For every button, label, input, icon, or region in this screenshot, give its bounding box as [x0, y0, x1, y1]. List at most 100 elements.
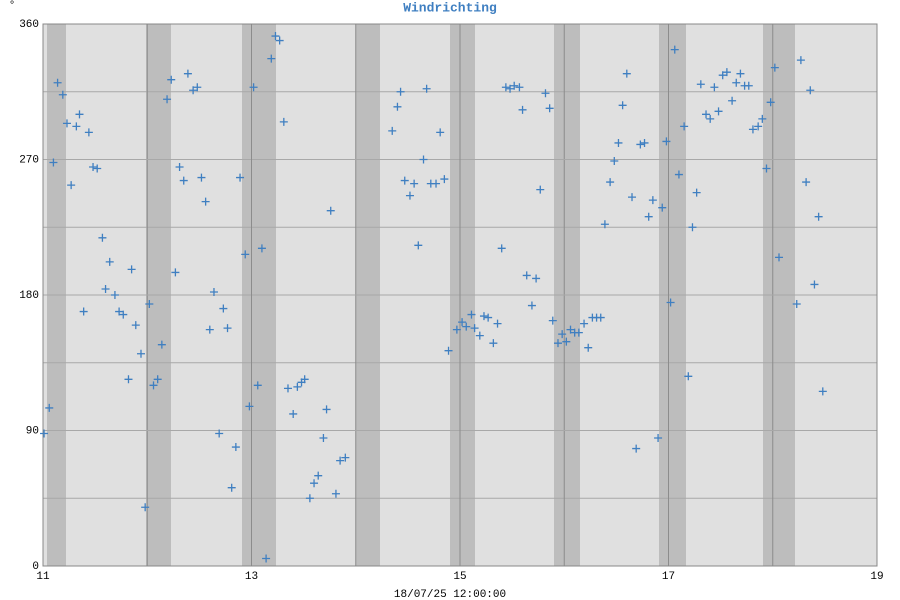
point [654, 434, 663, 443]
point [197, 173, 206, 182]
point [580, 319, 589, 328]
point [706, 114, 715, 123]
point [696, 80, 705, 89]
point [283, 384, 292, 393]
point [189, 86, 198, 95]
point [680, 122, 689, 131]
point [153, 375, 162, 384]
point [527, 301, 536, 310]
point [62, 119, 71, 128]
point [336, 456, 345, 465]
point [501, 83, 510, 92]
point [400, 176, 409, 185]
point [754, 122, 763, 131]
point [223, 324, 232, 333]
point [640, 138, 649, 147]
point [193, 83, 202, 92]
point [319, 434, 328, 443]
point [770, 63, 779, 72]
point [536, 185, 545, 194]
point [145, 300, 154, 309]
point [201, 197, 210, 206]
point [584, 343, 593, 352]
point [262, 554, 271, 563]
point [636, 140, 645, 149]
point [728, 96, 737, 105]
point [632, 444, 641, 453]
point [622, 69, 631, 78]
point [718, 71, 727, 80]
point [305, 494, 314, 503]
point [762, 164, 771, 173]
point [510, 81, 519, 90]
point [163, 95, 172, 104]
point [710, 83, 719, 92]
point [101, 284, 110, 293]
point [522, 271, 531, 280]
point [714, 107, 723, 116]
point [775, 253, 784, 262]
point [432, 179, 441, 188]
point [766, 98, 775, 107]
y-tick-label: 0 [32, 561, 39, 573]
x-tick-label: 17 [662, 571, 675, 583]
point [479, 312, 488, 321]
point [267, 54, 276, 63]
point [72, 122, 81, 131]
point [110, 291, 119, 299]
point [458, 318, 467, 327]
point [758, 114, 767, 123]
point [127, 265, 136, 274]
point [119, 310, 128, 319]
point [532, 274, 541, 283]
point [289, 409, 298, 418]
point [648, 196, 657, 205]
point [574, 328, 583, 337]
point [209, 287, 218, 296]
point [236, 173, 245, 182]
y-tick-label: 360 [19, 19, 39, 31]
point [515, 83, 524, 92]
point [241, 250, 250, 259]
point [405, 191, 414, 200]
point [215, 429, 224, 438]
point [179, 176, 188, 185]
point [674, 170, 683, 179]
point [171, 268, 180, 277]
point [452, 325, 461, 334]
point [89, 163, 98, 172]
point [518, 105, 527, 114]
point [489, 339, 498, 348]
point [300, 375, 309, 384]
point [105, 257, 114, 266]
point [131, 321, 140, 330]
point [436, 128, 445, 137]
point [275, 36, 284, 45]
point [414, 241, 423, 250]
point [157, 340, 166, 349]
x-tick-label: 15 [453, 571, 466, 583]
point [141, 503, 150, 512]
point [548, 316, 557, 325]
point [596, 313, 605, 322]
point [219, 304, 228, 313]
x-tick-label: 11 [36, 571, 50, 583]
point [136, 349, 145, 358]
point [744, 81, 753, 90]
point [614, 138, 623, 147]
point [422, 84, 431, 93]
point [558, 330, 567, 339]
point [124, 375, 133, 384]
point [553, 339, 562, 348]
point [792, 300, 801, 309]
point [444, 346, 453, 355]
point [470, 324, 479, 333]
point [688, 223, 697, 232]
point [541, 89, 550, 98]
point [419, 155, 428, 164]
point [545, 104, 554, 113]
point [49, 158, 58, 167]
point [497, 244, 506, 253]
y-tick-label: 270 [19, 154, 39, 166]
point [618, 101, 627, 110]
